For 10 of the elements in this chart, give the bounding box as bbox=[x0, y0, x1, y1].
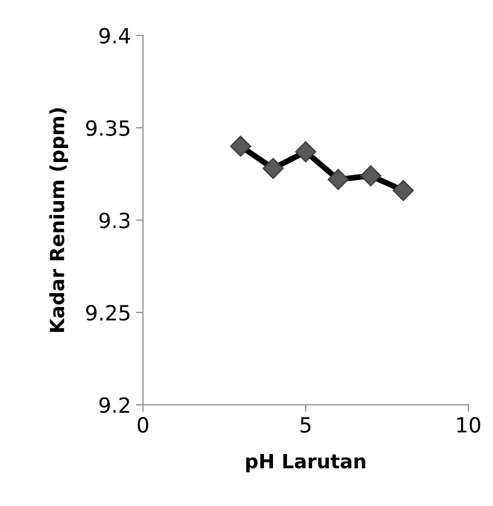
x-tick-label: 5 bbox=[300, 417, 310, 433]
y-tick-label: 9.35 bbox=[86, 120, 130, 136]
y-tick-label: 9.2 bbox=[99, 397, 130, 414]
y-tick-label: 9.4 bbox=[99, 28, 130, 44]
y-tick-label: 9.3 bbox=[99, 212, 130, 228]
y-tick-label: 9.25 bbox=[86, 304, 130, 321]
y-axis-title: Kadar Renium (ppm) bbox=[49, 108, 68, 332]
x-tick-label: 10 bbox=[457, 416, 480, 433]
x-tick-label: 0 bbox=[138, 416, 148, 433]
x-axis-title: pH Larutan bbox=[246, 454, 366, 472]
